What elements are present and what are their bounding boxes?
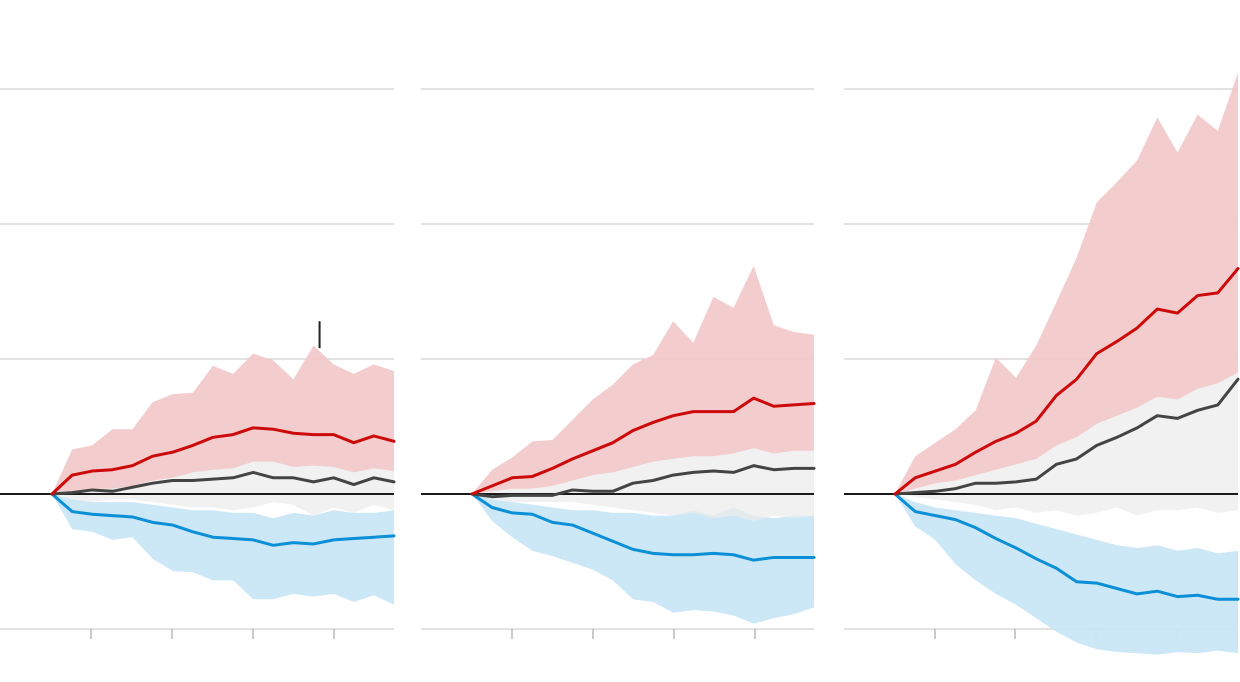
series-line-dark [893, 377, 1240, 496]
chart-panel-right [844, 72, 1240, 655]
confidence-band-blue [52, 494, 394, 605]
series-line-red [50, 426, 396, 496]
series-line-blue [50, 492, 396, 547]
confidence-band-red [52, 345, 394, 494]
series-line-dark [470, 464, 816, 499]
chart-panel-middle [421, 88, 816, 639]
confidence-band-red [895, 72, 1238, 495]
series-line-blue [893, 492, 1240, 601]
confidence-band-dark [895, 224, 1238, 516]
confidence-band-blue [472, 494, 814, 624]
series-line-red [893, 267, 1240, 496]
chart-panel-left [0, 88, 396, 639]
confidence-band-red [472, 265, 814, 494]
series-line-blue [470, 492, 816, 562]
series-line-red [470, 396, 816, 496]
confidence-band-dark [472, 386, 814, 521]
series-line-dark [50, 470, 396, 496]
